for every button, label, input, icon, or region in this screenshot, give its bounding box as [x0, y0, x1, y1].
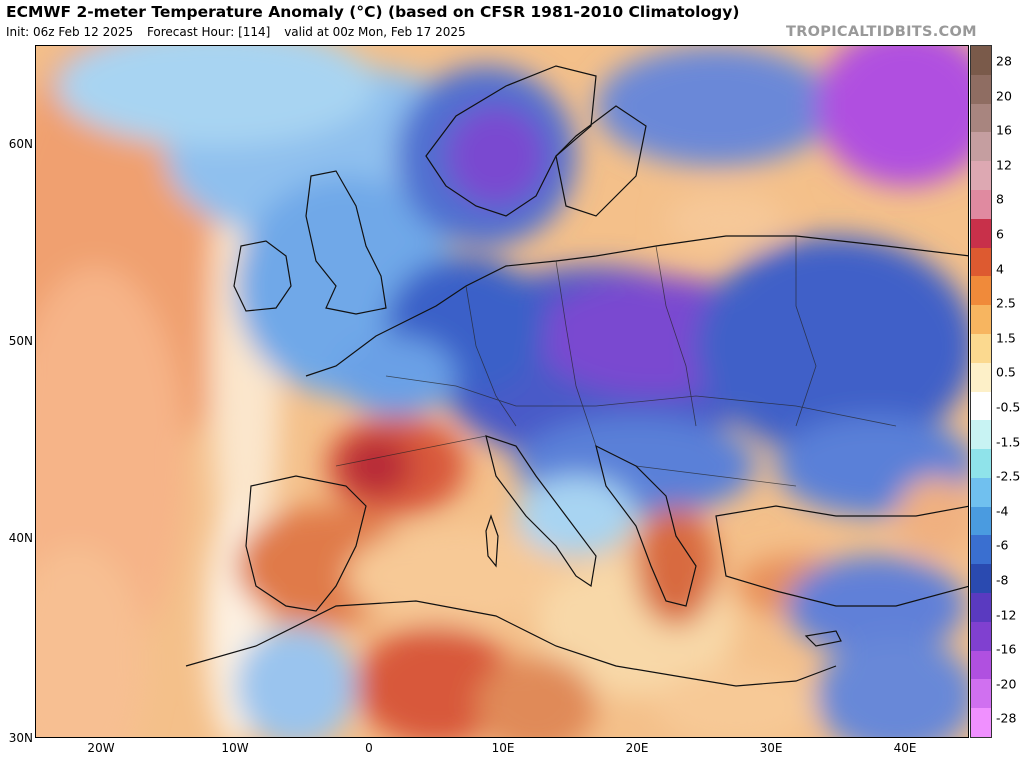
colorbar-segment [971, 132, 991, 162]
colorbar-segment [971, 535, 991, 565]
colorbar-label: 28 [996, 53, 1012, 69]
map-canvas [36, 46, 968, 737]
colorbar-label: -20 [996, 676, 1017, 692]
anomaly-map [35, 45, 969, 738]
colorbar-label: 4 [996, 261, 1004, 277]
lon-label-30e: 30E [759, 741, 783, 755]
forecast-hour: Forecast Hour: [114] [146, 25, 271, 39]
colorbar-label: -12 [996, 607, 1017, 623]
colorbar-label: -6 [996, 537, 1009, 553]
colorbar-label: -16 [996, 641, 1017, 657]
colorbar-segment [971, 564, 991, 594]
colorbar-segment [971, 161, 991, 191]
colorbar-segment [971, 103, 991, 133]
colorbar-segment [971, 305, 991, 335]
map-title: ECMWF 2-meter Temperature Anomaly (°C) (… [6, 3, 740, 21]
colorbar-segment [971, 650, 991, 680]
colorbar-label: 12 [996, 157, 1012, 173]
colorbar-segment [971, 247, 991, 277]
colorbar-segment [971, 218, 991, 249]
colorbar-label: 2.5 [996, 295, 1016, 311]
colorbar-label: -28 [996, 710, 1017, 726]
colorbar-segment [971, 621, 991, 652]
lon-label-20w: 20W [87, 741, 115, 755]
colorbar-segment [971, 593, 991, 623]
colorbar-label: 8 [996, 191, 1004, 207]
init-time: Init: 06z Feb 12 2025 [6, 25, 134, 39]
colorbar-label: -4 [996, 503, 1009, 519]
lon-label-10e: 10E [491, 741, 515, 755]
colorbar-segment [971, 708, 991, 738]
colorbar-segment [971, 276, 991, 306]
colorbar-label: 1.5 [996, 330, 1016, 346]
colorbar-segment [971, 391, 991, 421]
colorbar-segment [971, 679, 991, 709]
colorbar-segment [971, 74, 991, 105]
lat-label-60n: 60N [8, 137, 33, 151]
colorbar-label: -0.5 [996, 399, 1021, 415]
colorbar-segment [971, 449, 991, 479]
borders [335, 236, 897, 487]
colorbar-label: 6 [996, 226, 1004, 242]
colorbar-segment [971, 46, 991, 76]
lon-label-0: 0 [365, 741, 373, 755]
colorbar-segment [971, 189, 991, 220]
colorbar-label: -1.5 [996, 434, 1021, 450]
lat-label-50n: 50N [8, 334, 33, 348]
colorbar-label: -2.5 [996, 468, 1021, 484]
colorbar-segment [971, 477, 991, 508]
colorbar-segment [971, 333, 991, 364]
colorbar-label: 0.5 [996, 364, 1016, 380]
colorbar-label: 20 [996, 88, 1012, 104]
colorbar [970, 45, 992, 738]
valid-time: valid at 00z Mon, Feb 17 2025 [284, 25, 466, 39]
lat-label-40n: 40N [8, 531, 33, 545]
lon-label-40e: 40E [893, 741, 917, 755]
colorbar-segment [971, 362, 991, 392]
lon-label-10w: 10W [221, 741, 249, 755]
colorbar-segment [971, 506, 991, 536]
lat-label-30n: 30N [8, 731, 33, 745]
colorbar-segment [971, 420, 991, 450]
watermark: TROPICALTIDBITS.COM [786, 24, 977, 40]
anomaly-field [36, 46, 968, 737]
colorbar-label: 16 [996, 122, 1012, 138]
colorbar-label: -8 [996, 572, 1009, 588]
lon-label-20e: 20E [625, 741, 649, 755]
map-subtitle: Init: 06z Feb 12 2025 Forecast Hour: [11… [6, 25, 476, 39]
